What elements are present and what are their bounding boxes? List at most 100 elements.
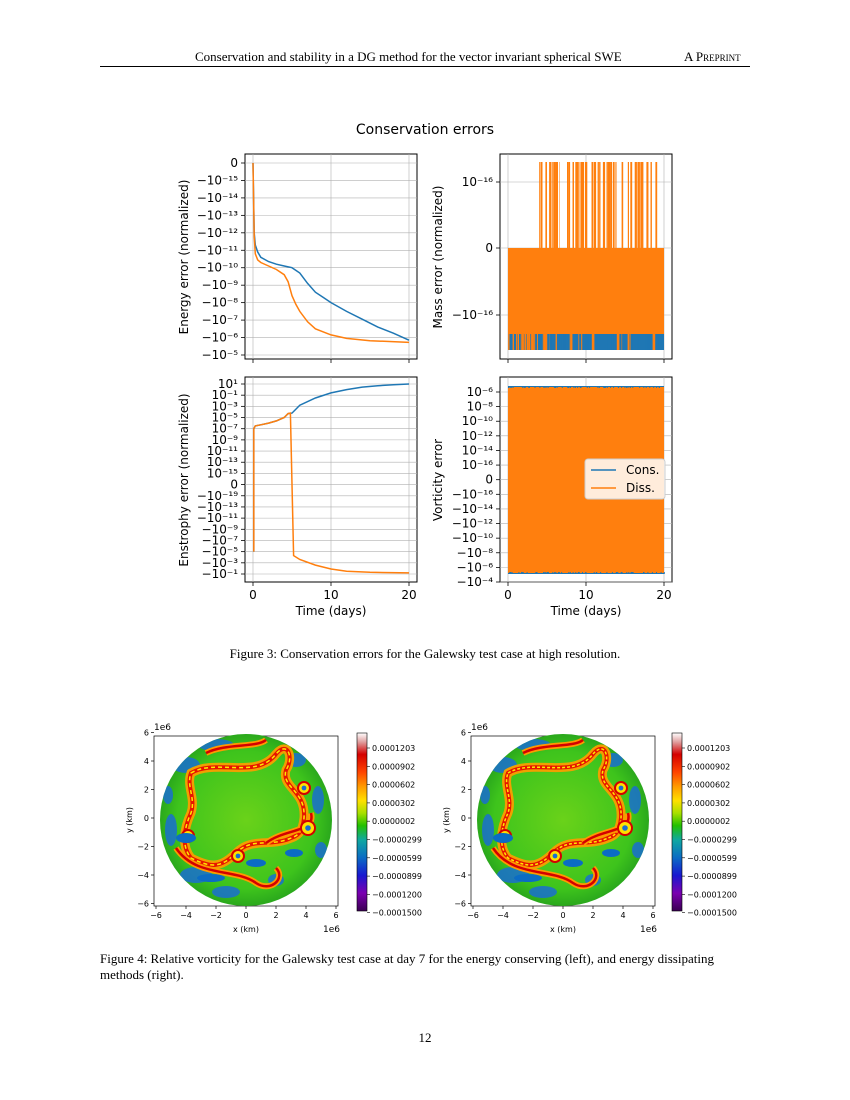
map-xtick-label: −4 <box>497 911 509 920</box>
figure3-chart: Conservation errors 0−10⁻¹⁵−10⁻¹⁴−10⁻¹³−… <box>177 122 673 618</box>
vorticity-noise <box>545 386 547 388</box>
mass-noise-spike <box>610 162 612 248</box>
vorticity-noise <box>552 572 554 574</box>
negative-eddy <box>493 833 513 843</box>
vorticity-ytick-label: −10⁻⁶ <box>457 560 494 574</box>
mass-noise-gap <box>657 334 659 350</box>
mass-noise-spike <box>554 162 555 248</box>
vortex-core <box>235 853 241 859</box>
mass-noise-spike <box>621 162 624 248</box>
map-xtick-label: −2 <box>527 911 539 920</box>
mass-series-diss-band <box>508 248 664 334</box>
mass-noise-spike <box>540 162 542 248</box>
vorticity-noise <box>572 572 574 574</box>
colorbar-tick-label: −0.0000599 <box>687 854 737 863</box>
map-xtick-label: 4 <box>303 911 308 920</box>
vorticity-noise <box>580 386 582 388</box>
mass-noise-bar <box>520 334 522 350</box>
vorticity-noise <box>573 386 575 388</box>
mass-noise-gap <box>599 334 601 350</box>
mass-noise-bar <box>529 334 530 350</box>
negative-vortex <box>212 886 240 898</box>
vorticity-noise <box>620 572 622 574</box>
vorticity-noise <box>651 572 653 574</box>
negative-vortex <box>482 814 494 846</box>
vorticity-noise <box>569 572 571 574</box>
negative-vortex <box>315 842 327 858</box>
mass-noise-bar <box>526 334 529 350</box>
mass-noise-bar <box>534 334 536 350</box>
map-xtick-label: 2 <box>590 911 595 920</box>
vorticity-ytick-label: −10⁻⁸ <box>457 546 494 560</box>
mass-noise-spike <box>575 162 578 248</box>
map-offset-label: 1e6 <box>323 925 340 935</box>
vortex-core <box>552 853 558 859</box>
map-xtick-label: 0 <box>560 911 565 920</box>
negative-vortex <box>632 842 644 858</box>
mass-noise-gap <box>586 334 589 350</box>
mass-noise-gap <box>583 334 585 350</box>
mass-ylabel: Mass error (normalized) <box>431 186 445 329</box>
vorticity-noise <box>521 572 522 574</box>
map-ytick-label: 6 <box>461 729 466 738</box>
mass-noise-spike <box>552 162 554 248</box>
mass-noise-gap <box>587 334 589 350</box>
mass-noise-gap <box>647 334 649 350</box>
mass-noise-spike <box>636 162 638 248</box>
vorticity-ytick-label: 10⁻⁸ <box>467 400 494 414</box>
mass-noise-bar <box>570 334 573 350</box>
vorticity-noise <box>547 572 549 574</box>
mass-noise-spike <box>614 162 615 248</box>
vorticity-noise <box>613 386 615 388</box>
vorticity-noise <box>597 386 599 388</box>
mass-noise-spike <box>541 162 543 248</box>
mass-noise-spike <box>650 162 652 248</box>
enstrophy-ytick-label: −10⁻³ <box>202 556 239 570</box>
vorticity-noise <box>645 386 647 388</box>
map-xtick-label: −2 <box>210 911 222 920</box>
mass-noise-spike <box>545 162 547 248</box>
vorticity-ytick-label: 10⁻¹⁰ <box>462 414 493 428</box>
filament-core <box>582 812 630 845</box>
colorbar-tick-label: −0.0001500 <box>687 909 737 918</box>
legend-box <box>584 458 666 500</box>
mass-noise-gap <box>607 334 609 350</box>
mass-noise-spike <box>637 162 640 248</box>
vorticity-noise <box>626 572 628 574</box>
mass-noise-bar <box>629 334 631 350</box>
legend: Cons. Diss. <box>584 458 666 500</box>
colorbar-tick-label: 0.0000602 <box>372 781 415 790</box>
mass-noise-spike <box>598 162 600 248</box>
vorticity-noise <box>624 386 626 388</box>
enstrophy-xlabel: Time (days) <box>295 604 367 618</box>
vorticity-noise <box>611 572 613 574</box>
mass-ytick-label: 10⁻¹⁶ <box>462 175 493 189</box>
vorticity-noise <box>653 386 655 388</box>
colorbar-tick-label: 0.0001203 <box>687 744 730 753</box>
map-ytick-label: 4 <box>461 757 466 766</box>
map-xtick-label: 2 <box>273 911 278 920</box>
vorticity-noise <box>586 386 588 388</box>
energy-ytick-label: −10⁻⁵ <box>202 348 239 362</box>
vorticity-ytick-label: 10⁻⁶ <box>467 385 494 399</box>
mass-noise-spike <box>594 162 597 248</box>
colorbar <box>356 732 368 912</box>
mass-noise-spike <box>546 162 547 248</box>
energy-series-diss <box>252 162 410 344</box>
mass-ytick-label: 0 <box>485 241 493 255</box>
negative-eddy <box>285 849 303 857</box>
vorticity-xtick-label: 0 <box>504 588 512 602</box>
vorticity-noise <box>589 386 591 388</box>
vorticity-noise <box>617 572 619 574</box>
vorticity-noise <box>509 572 511 574</box>
map-ytick-label: −2 <box>454 843 466 852</box>
vorticity-noise <box>585 572 587 574</box>
energy-ytick-label: −10⁻⁸ <box>202 296 239 310</box>
mass-noise-gap <box>631 334 633 350</box>
map-offset-label: 1e6 <box>640 925 657 935</box>
vorticity-noise <box>526 572 528 574</box>
mass-noise-bar <box>591 334 594 350</box>
mass-noise-spike <box>557 162 558 248</box>
colorbar-tick-label: 0.0000602 <box>687 781 730 790</box>
vorticity-noise <box>535 572 537 574</box>
